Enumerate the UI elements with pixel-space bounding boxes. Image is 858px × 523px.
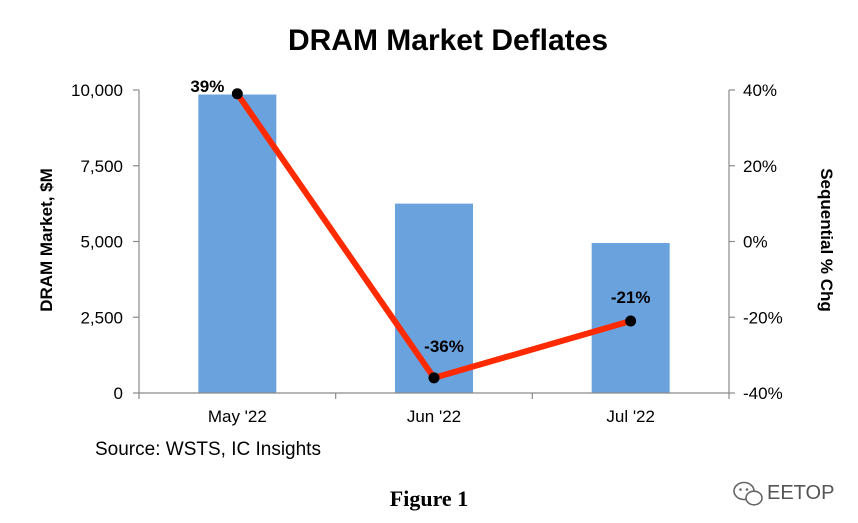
y-axis-title: DRAM Market, $M [37,168,56,312]
y2-tick-label-1: -20% [743,308,783,327]
y2-tick-label-4: 40% [743,81,777,100]
figure-caption: Figure 1 [390,486,468,511]
axes-layer: 0 2,500 5,000 7,500 10,000 -40% -20% 0% 20% 40% Ma… [71,81,783,426]
watermark: EETOP [733,481,834,506]
y2-axis-title: Sequential % Chg [817,168,836,312]
watermark-text: EETOP [767,482,834,504]
x-tick-label-1: Jun '22 [407,407,461,426]
y2-tick-label-2: 0% [743,233,768,252]
bar-0 [198,94,277,394]
change-label-0: 39% [190,77,224,96]
change-point-2 [625,315,637,327]
source-text: Source: WSTS, IC Insights [95,439,321,460]
change-point-1 [428,372,440,384]
y-tick-label-0: 0 [114,384,123,403]
change-label-2: -21% [611,288,651,307]
bars-layer [198,94,670,394]
wechat-icon [733,481,763,506]
y-tick-label-2: 5,000 [80,233,123,252]
y-tick-label-1: 2,500 [80,308,123,327]
change-label-1: -36% [424,337,464,356]
line-layer [231,88,637,384]
x-tick-label-2: Jul '22 [606,407,655,426]
y-tick-label-3: 7,500 [80,157,123,176]
y2-tick-label-3: 20% [743,157,777,176]
change-point-0 [231,88,243,100]
bar-1 [395,203,473,393]
y2-tick-label-0: -40% [743,384,783,403]
y-tick-label-4: 10,000 [71,81,123,100]
chart-title: DRAM Market Deflates [288,24,608,57]
labels-layer: 39% -36% -21% [190,77,650,356]
x-tick-label-0: May '22 [208,407,267,426]
